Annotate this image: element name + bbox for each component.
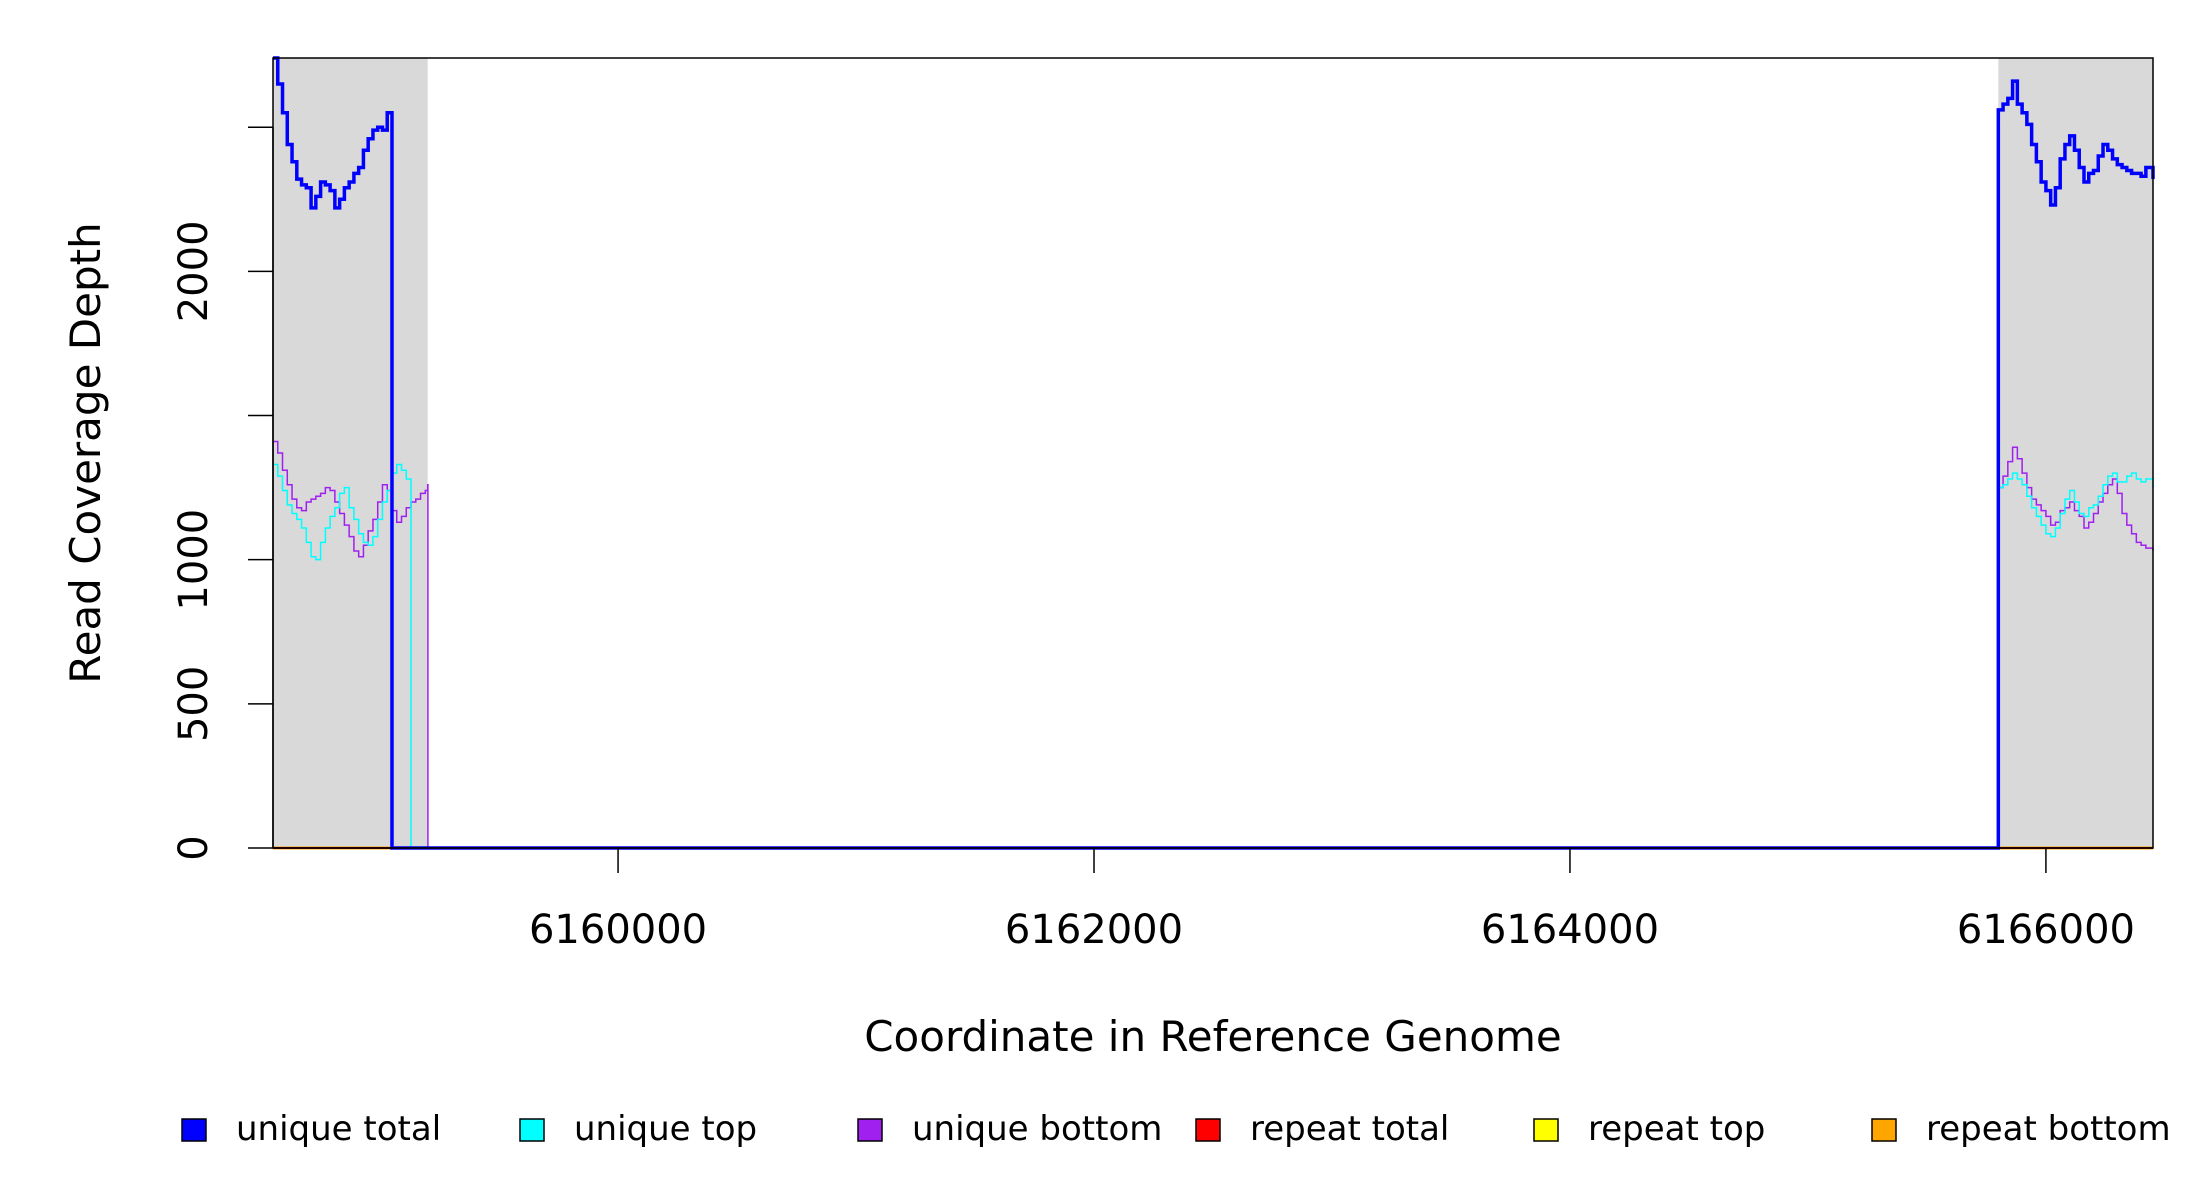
legend: unique total unique top unique bottom repea… (181, 1109, 2171, 1149)
y-tick-label: 1000 (171, 509, 217, 611)
x-axis-label: Coordinate in Reference Genome (864, 1012, 1562, 1061)
x-tick-label: 6160000 (529, 907, 707, 953)
legend-label-unique-top: unique top (574, 1109, 757, 1149)
series-line-unique-bottom (273, 440, 2154, 849)
x-tick-label: 6162000 (1005, 907, 1183, 953)
plot-border (272, 57, 2154, 849)
series-line-unique-top (273, 463, 2154, 849)
legend-swatch-unique-bottom (857, 1118, 883, 1142)
legend-swatch-unique-total (181, 1118, 207, 1142)
legend-label-unique-total: unique total (236, 1109, 441, 1149)
legend-label-repeat-bottom: repeat bottom (1926, 1109, 2171, 1149)
y-axis: 0 500 1000 2000 (171, 126, 274, 861)
legend-label-repeat-top: repeat top (1588, 1109, 1765, 1149)
series-lines (273, 56, 2155, 850)
y-tick-label: 2000 (171, 220, 217, 322)
shaded-regions (273, 58, 2153, 848)
x-tick-label: 6164000 (1481, 907, 1659, 953)
legend-swatch-unique-top (519, 1118, 545, 1142)
shaded-region-2 (1998, 58, 2153, 848)
y-tick-label: 500 (171, 666, 217, 742)
x-axis: 6160000 6162000 6164000 6166000 (273, 847, 2153, 953)
legend-swatch-repeat-top (1533, 1118, 1559, 1142)
legend-label-unique-bottom: unique bottom (912, 1109, 1162, 1149)
legend-label-repeat-total: repeat total (1250, 1109, 1449, 1149)
shaded-region-1 (273, 58, 428, 848)
x-tick-label: 6166000 (1957, 907, 2135, 953)
legend-swatch-repeat-total (1195, 1118, 1221, 1142)
y-tick-label: 0 (171, 835, 217, 860)
y-axis-label: Read Coverage Depth (61, 222, 110, 683)
series-line-unique-total (273, 56, 2155, 850)
legend-swatch-repeat-bottom (1871, 1118, 1897, 1142)
